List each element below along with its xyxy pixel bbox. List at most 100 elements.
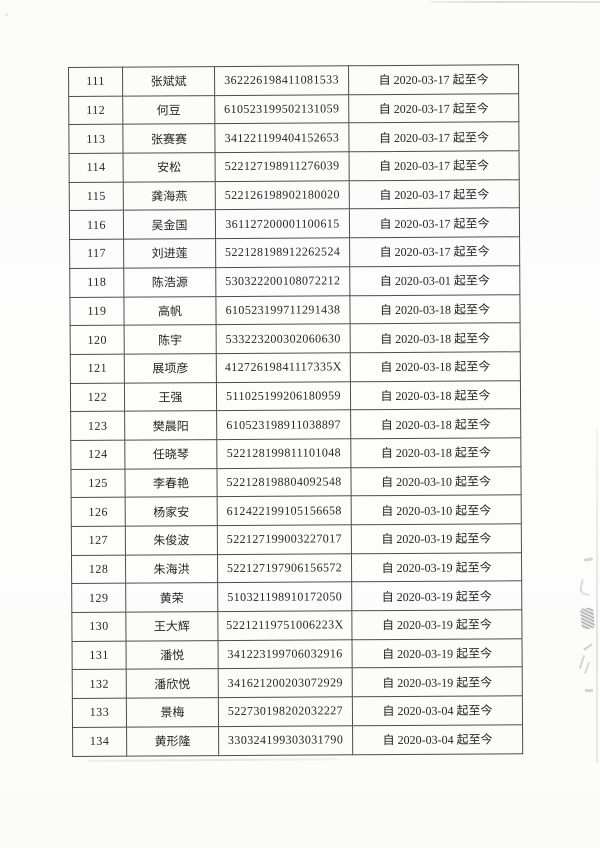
date-period-cell: 自 2020-03-17 起至今 <box>348 93 519 124</box>
table-row: 117 刘进莲 522128198912262524 自 2020-03-17 … <box>69 236 520 269</box>
person-name-cell: 王强 <box>124 382 217 412</box>
scan-artifact-right-edge-shadow <box>596 428 598 763</box>
id-number-cell: 612422199105156658 <box>217 496 352 526</box>
table-row: 116 吴金国 361127200001100615 自 2020-03-17 … <box>69 208 520 240</box>
person-name-cell: 李春艳 <box>124 468 218 498</box>
id-number-cell: 522127199003227017 <box>217 524 352 555</box>
table-row: 123 樊晨阳 610523198911038897 自 2020-03-18 … <box>70 408 521 441</box>
scan-artifact-top-edge-line <box>430 1 600 3</box>
id-number-cell: 530322200108072212 <box>215 266 350 297</box>
date-period-cell: 自 2020-03-18 起至今 <box>350 322 521 353</box>
row-number-cell: 134 <box>72 726 127 756</box>
date-period-cell: 自 2020-03-19 起至今 <box>352 638 523 669</box>
table-row: 131 潘悦 341223199706032916 自 2020-03-19 起… <box>72 638 523 670</box>
scan-artifact-edge-mark <box>584 662 590 674</box>
table-row: 133 景梅 522730198202032227 自 2020-03-04 起… <box>72 695 523 728</box>
row-number-cell: 119 <box>69 296 125 326</box>
row-number-cell: 132 <box>72 669 127 699</box>
row-number-cell: 124 <box>70 440 125 470</box>
person-name-cell: 展项彦 <box>124 353 217 383</box>
row-number-cell: 114 <box>69 153 124 183</box>
id-number-cell: 522127198911276039 <box>215 151 350 182</box>
id-number-cell: 362226198411081533 <box>214 65 349 96</box>
scan-artifact-bottom-shadow <box>87 758 339 762</box>
id-number-cell: 510321198910172050 <box>217 582 352 612</box>
table-row: 112 何豆 610523199502131059 自 2020-03-17 起… <box>68 93 519 125</box>
row-number-cell: 121 <box>70 354 125 384</box>
table-row: 118 陈浩源 530322200108072212 自 2020-03-01 … <box>69 265 520 297</box>
row-number-cell: 111 <box>68 67 123 97</box>
id-number-cell: 330324199303031790 <box>218 725 353 756</box>
date-period-cell: 自 2020-03-17 起至今 <box>348 122 520 152</box>
id-number-cell: 361127200001100615 <box>215 209 350 239</box>
row-number-cell: 118 <box>69 267 124 297</box>
row-number-cell: 127 <box>71 526 126 556</box>
id-number-cell: 341221199404152653 <box>214 123 350 153</box>
person-name-cell: 张斌斌 <box>122 66 215 96</box>
date-period-cell: 自 2020-03-19 起至今 <box>351 609 522 640</box>
personnel-roster-table: 111 张斌斌 362226198411081533 自 2020-03-17 … <box>68 64 523 756</box>
table-row: 122 王强 511025199206180959 自 2020-03-18 起… <box>70 380 521 412</box>
person-name-cell: 杨家安 <box>125 496 218 527</box>
row-number-cell: 131 <box>72 640 127 670</box>
id-number-cell: 511025199206180959 <box>216 381 351 411</box>
scan-artifact-left-dot <box>5 13 8 16</box>
date-period-cell: 自 2020-03-04 起至今 <box>352 724 523 755</box>
person-name-cell: 张赛赛 <box>122 123 216 154</box>
date-period-cell: 自 2020-03-01 起至今 <box>349 265 520 296</box>
table-body: 111 张斌斌 362226198411081533 自 2020-03-17 … <box>68 64 523 756</box>
date-period-cell: 自 2020-03-17 起至今 <box>349 179 520 210</box>
date-period-cell: 自 2020-03-17 起至今 <box>349 208 520 238</box>
table-row: 111 张斌斌 362226198411081533 自 2020-03-17 … <box>68 64 519 97</box>
id-number-cell: 522128199811101048 <box>216 438 351 469</box>
row-number-cell: 113 <box>68 124 124 154</box>
id-number-cell: 610523199711291438 <box>215 295 351 325</box>
table-row: 128 朱海洪 522127197906156572 自 2020-03-19 … <box>71 552 522 584</box>
id-number-cell: 341223199706032916 <box>218 639 353 670</box>
date-period-cell: 自 2020-03-19 起至今 <box>352 667 523 697</box>
person-name-cell: 刘进莲 <box>123 238 216 268</box>
date-period-cell: 自 2020-03-19 起至今 <box>351 552 522 583</box>
table-row: 126 杨家安 612422199105156658 自 2020-03-10 … <box>71 495 522 527</box>
table-row: 114 安松 522127198911276039 自 2020-03-17 起… <box>69 150 520 183</box>
date-period-cell: 自 2020-03-10 起至今 <box>351 495 522 525</box>
person-name-cell: 潘悦 <box>126 640 219 670</box>
date-period-cell: 自 2020-03-17 起至今 <box>349 236 520 267</box>
id-number-cell: 610523198911038897 <box>216 410 351 440</box>
person-name-cell: 景梅 <box>126 697 219 727</box>
person-name-cell: 高帆 <box>123 296 217 326</box>
row-number-cell: 125 <box>70 468 126 498</box>
row-number-cell: 116 <box>69 210 124 240</box>
person-name-cell: 安松 <box>123 152 216 182</box>
id-number-cell: 341621200203072929 <box>218 668 353 698</box>
row-number-cell: 133 <box>72 698 127 728</box>
table-row: 113 张赛赛 341221199404152653 自 2020-03-17 … <box>68 122 520 154</box>
person-name-cell: 陈宇 <box>124 324 217 355</box>
date-period-cell: 自 2020-03-19 起至今 <box>351 581 522 611</box>
id-number-cell: 41272619841117335X <box>216 352 351 383</box>
date-period-cell: 自 2020-03-18 起至今 <box>349 294 521 324</box>
id-number-cell: 533223200302060630 <box>216 323 351 354</box>
person-name-cell: 朱俊波 <box>125 525 218 555</box>
id-number-cell: 522128198912262524 <box>215 237 350 268</box>
row-number-cell: 120 <box>70 325 125 355</box>
date-period-cell: 自 2020-03-18 起至今 <box>350 408 521 439</box>
date-period-cell: 自 2020-03-10 起至今 <box>350 466 522 497</box>
row-number-cell: 112 <box>68 95 123 125</box>
date-period-cell: 自 2020-03-17 起至今 <box>348 64 519 95</box>
person-name-cell: 吴金国 <box>123 210 216 240</box>
row-number-cell: 126 <box>71 497 126 527</box>
table-row: 125 李春艳 522128198804092548 自 2020-03-10 … <box>70 466 522 498</box>
person-name-cell: 樊晨阳 <box>124 410 217 441</box>
person-name-cell: 王大辉 <box>125 611 219 641</box>
row-number-cell: 128 <box>71 554 126 584</box>
person-name-cell: 任晓琴 <box>124 439 217 469</box>
scan-artifact-edge-stamp-fragment <box>579 607 596 630</box>
table-row: 124 任晓琴 522128199811101048 自 2020-03-18 … <box>70 437 521 470</box>
scan-artifact-edge-mark <box>578 655 586 669</box>
date-period-cell: 自 2020-03-17 起至今 <box>349 150 520 181</box>
table-row: 129 黄荣 510321198910172050 自 2020-03-19 起… <box>71 581 522 613</box>
table-row: 130 王大辉 52212119751006223X 自 2020-03-19 … <box>71 609 522 642</box>
id-number-cell: 610523199502131059 <box>214 94 349 124</box>
